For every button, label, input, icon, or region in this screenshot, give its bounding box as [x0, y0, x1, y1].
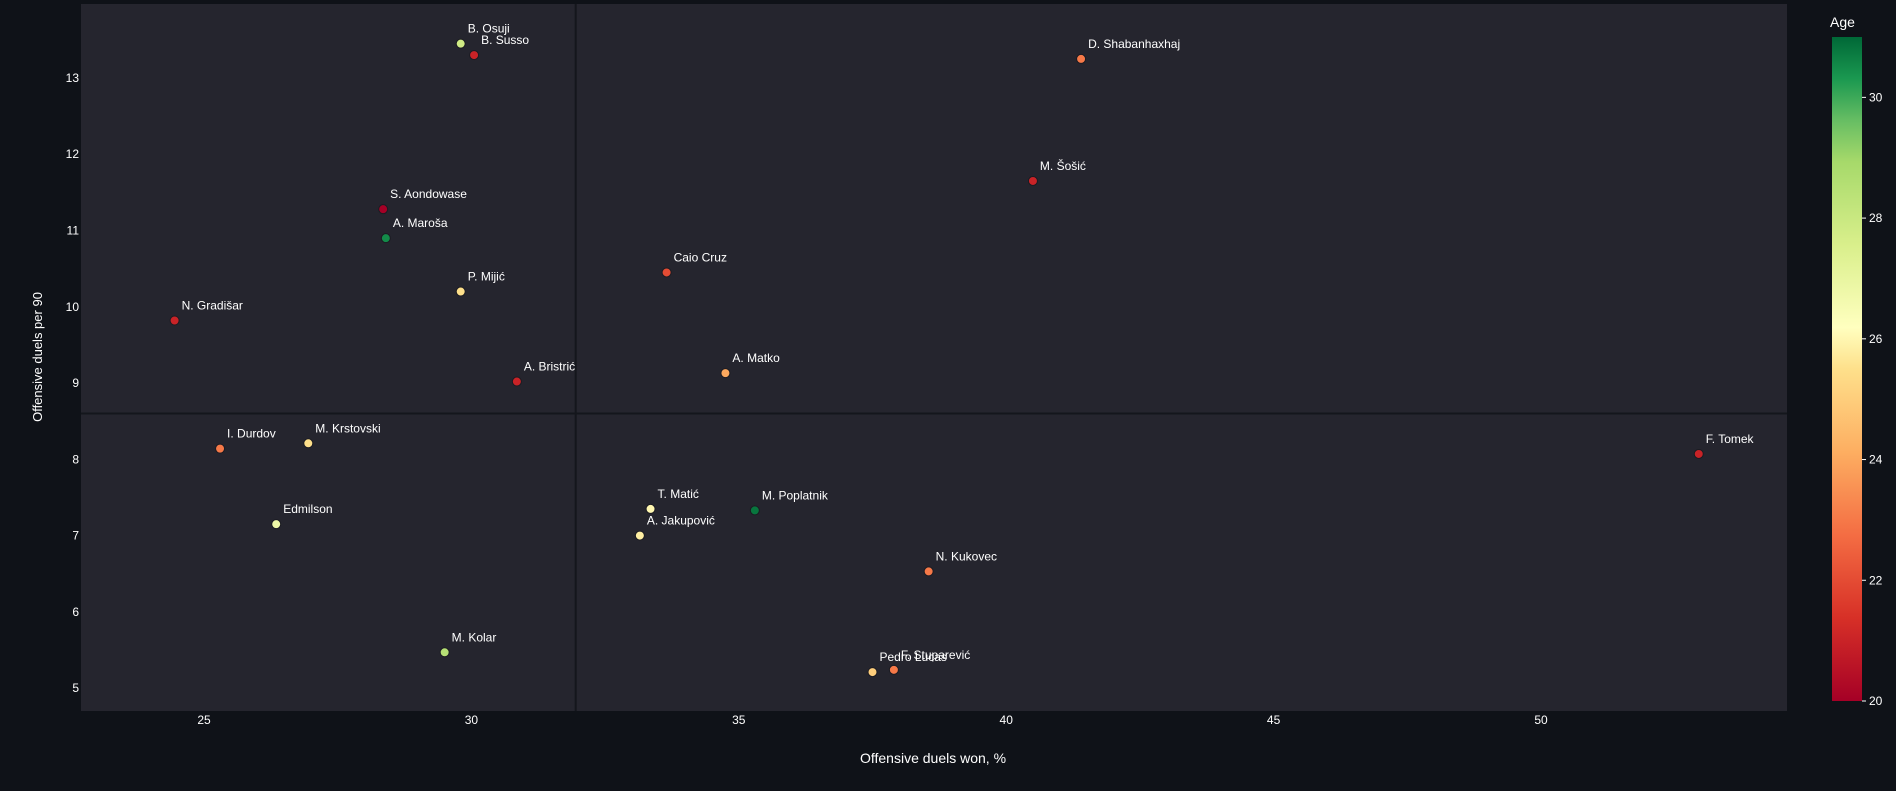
data-point[interactable]	[888, 664, 899, 675]
point-label: F. Tomek	[1706, 432, 1755, 446]
data-point[interactable]	[645, 503, 656, 514]
point-label: M. Kolar	[452, 630, 497, 644]
point-label: Pedro Lucas	[879, 650, 946, 664]
data-point[interactable]	[169, 315, 180, 326]
data-point[interactable]	[303, 438, 314, 449]
data-point[interactable]	[511, 376, 522, 387]
data-point[interactable]	[215, 443, 226, 454]
y-tick-label: 8	[72, 452, 79, 466]
colorbar: Age 20 22 24 26 28 30	[1830, 14, 1883, 708]
point-label: D. Shabanhaxhaj	[1088, 37, 1180, 51]
colorbar-tick-label: 30	[1869, 90, 1883, 104]
data-point[interactable]	[271, 519, 282, 530]
data-point[interactable]	[923, 566, 934, 577]
y-tick-label: 12	[66, 147, 80, 161]
data-point[interactable]	[1027, 175, 1038, 186]
point-label: T. Matić	[658, 487, 699, 501]
point-label: B. Susso	[481, 33, 529, 47]
point-label: N. Kukovec	[936, 549, 997, 563]
data-point[interactable]	[867, 667, 878, 678]
point-label: I. Durdov	[227, 427, 276, 441]
x-tick-label: 50	[1534, 713, 1548, 727]
colorbar-tick-label: 28	[1869, 211, 1883, 225]
plot-area	[81, 4, 1787, 711]
point-label: Edmilson	[283, 502, 332, 516]
y-tick-label: 7	[72, 529, 79, 543]
data-point[interactable]	[1076, 53, 1087, 64]
x-tick-label: 40	[1000, 713, 1014, 727]
data-point[interactable]	[455, 38, 466, 49]
point-label: M. Krstovski	[315, 421, 380, 435]
point-label: M. Šošić	[1040, 158, 1086, 173]
colorbar-title: Age	[1830, 14, 1855, 30]
colorbar-scale	[1832, 37, 1862, 701]
point-label: A. Maroša	[393, 216, 448, 230]
y-tick-label: 13	[66, 71, 80, 85]
data-point[interactable]	[469, 50, 480, 61]
data-points	[169, 38, 1704, 678]
point-label: F. Stuparević	[901, 648, 970, 662]
point-label: A. Bristrić	[524, 360, 575, 374]
x-tick-label: 30	[465, 713, 479, 727]
data-point[interactable]	[661, 267, 672, 278]
point-label: N. Gradišar	[182, 299, 243, 313]
data-point[interactable]	[455, 286, 466, 297]
y-axis-ticks: 5 6 7 8 9 10 11 12 13	[66, 71, 80, 695]
colorbar-ticks: 20 22 24 26 28 30	[1862, 90, 1883, 708]
point-label: Caio Cruz	[674, 250, 727, 264]
point-label: A. Jakupović	[647, 514, 715, 528]
point-label: P. Mijić	[468, 270, 505, 284]
data-point[interactable]	[720, 368, 731, 379]
colorbar-tick-label: 24	[1869, 453, 1883, 467]
point-label: M. Poplatnik	[762, 488, 829, 502]
colorbar-tick-label: 20	[1869, 694, 1883, 708]
point-label: S. Aondowase	[390, 187, 467, 201]
colorbar-tick-label: 26	[1869, 332, 1883, 346]
y-tick-label: 10	[66, 300, 80, 314]
data-point[interactable]	[380, 233, 391, 244]
data-point[interactable]	[378, 204, 389, 215]
y-axis-label: Offensive duels per 90	[30, 292, 45, 422]
data-point[interactable]	[1693, 448, 1704, 459]
data-point[interactable]	[749, 505, 760, 516]
point-label: A. Matko	[732, 351, 780, 365]
data-point[interactable]	[634, 530, 645, 541]
x-tick-label: 35	[732, 713, 746, 727]
point-label: B. Osuji	[468, 22, 510, 36]
colorbar-tick-label: 22	[1869, 573, 1883, 587]
y-tick-label: 6	[72, 605, 79, 619]
x-tick-label: 45	[1267, 713, 1281, 727]
x-tick-label: 25	[197, 713, 211, 727]
x-axis-ticks: 25 30 35 40 45 50	[197, 713, 1548, 727]
data-point[interactable]	[439, 647, 450, 658]
x-axis-label: Offensive duels won, %	[860, 750, 1006, 766]
y-tick-label: 5	[72, 681, 79, 695]
y-tick-label: 11	[67, 224, 80, 238]
y-tick-label: 9	[72, 376, 79, 390]
